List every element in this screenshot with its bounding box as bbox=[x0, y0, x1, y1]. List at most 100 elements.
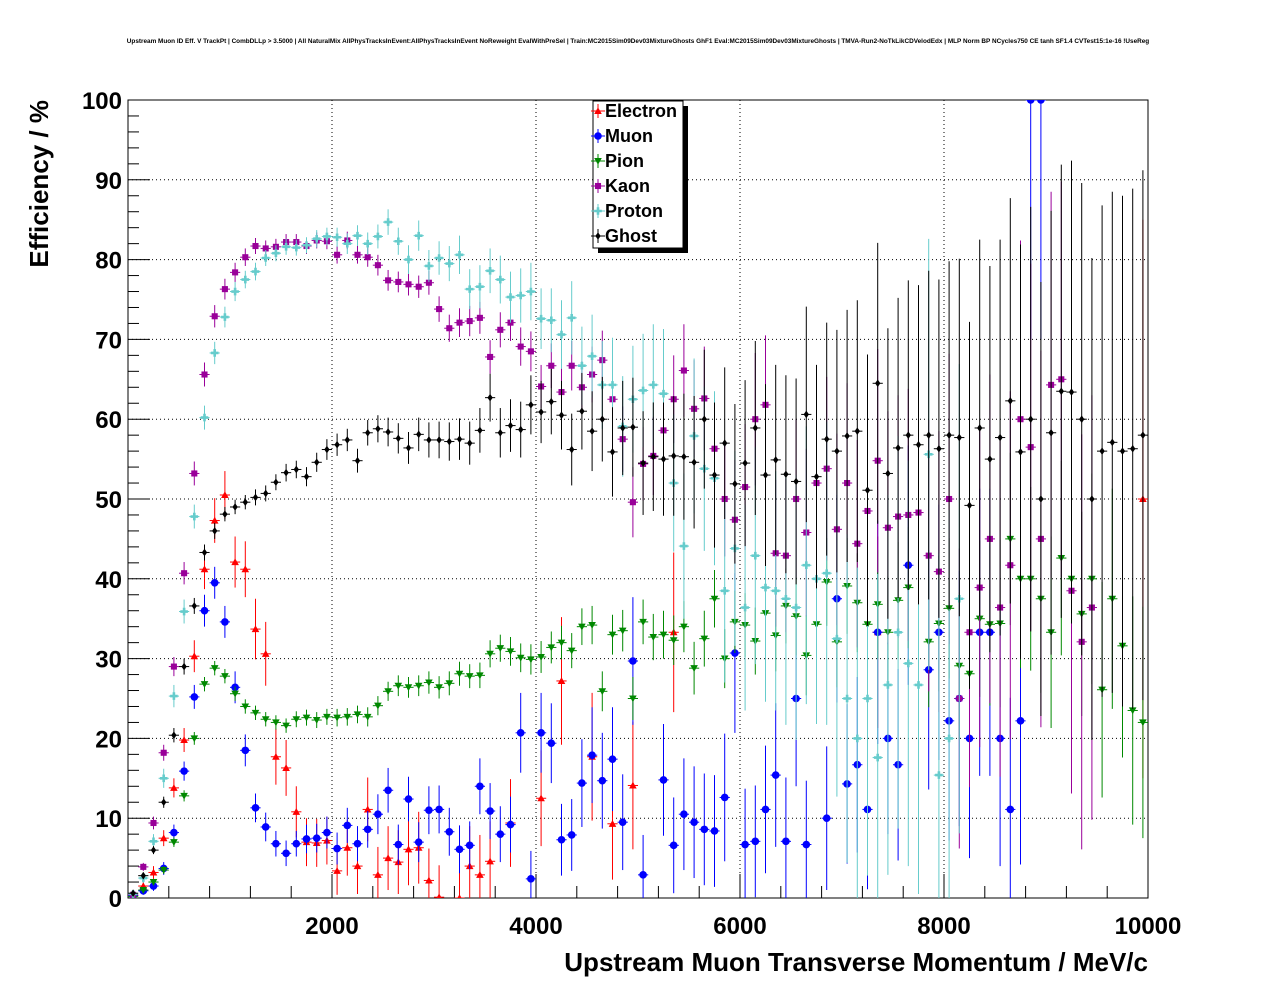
muon-point bbox=[179, 761, 190, 781]
muon-marker bbox=[282, 849, 290, 858]
proton-marker bbox=[567, 314, 576, 322]
kaon-marker bbox=[354, 251, 361, 258]
electron-marker bbox=[200, 565, 209, 573]
proton-point bbox=[219, 306, 230, 328]
proton-point bbox=[189, 504, 200, 529]
muon-marker bbox=[720, 793, 729, 802]
ghost-marker bbox=[1191, 403, 1196, 411]
proton-marker bbox=[904, 659, 913, 668]
pion-marker bbox=[578, 623, 586, 631]
muon-point bbox=[678, 758, 689, 871]
muon-marker bbox=[333, 844, 341, 853]
ghost-point bbox=[1035, 281, 1046, 717]
proton-marker bbox=[516, 291, 525, 300]
pion-point bbox=[158, 866, 169, 875]
ghost-marker bbox=[1130, 444, 1136, 453]
pion-point bbox=[434, 676, 445, 699]
ghost-point bbox=[1127, 188, 1138, 709]
pion-marker bbox=[414, 682, 423, 690]
pion-marker bbox=[465, 673, 474, 680]
ghost-point bbox=[607, 407, 618, 497]
kaon-point bbox=[138, 862, 149, 871]
muon-marker bbox=[465, 841, 474, 850]
pion-marker bbox=[149, 879, 158, 886]
proton-marker bbox=[537, 314, 545, 323]
pion-marker bbox=[557, 639, 566, 647]
muon-marker bbox=[516, 729, 525, 737]
proton-point bbox=[240, 270, 251, 289]
muon-marker bbox=[527, 875, 535, 883]
muon-point bbox=[485, 783, 496, 839]
muon-marker bbox=[782, 837, 790, 846]
proton-marker bbox=[720, 586, 729, 595]
pion-point bbox=[505, 637, 516, 666]
pion-point bbox=[342, 708, 353, 726]
muon-marker bbox=[761, 805, 770, 814]
muon-marker bbox=[190, 693, 199, 701]
ghost-marker bbox=[191, 602, 197, 610]
pion-point bbox=[362, 707, 373, 727]
ghost-point bbox=[352, 448, 363, 473]
pion-point bbox=[1168, 522, 1178, 761]
pion-marker bbox=[425, 679, 433, 687]
muon-marker bbox=[251, 804, 260, 812]
kaon-point bbox=[148, 816, 159, 830]
pion-marker bbox=[516, 654, 525, 662]
muon-point bbox=[505, 796, 516, 853]
kaon-marker bbox=[568, 362, 575, 369]
electron-marker bbox=[343, 843, 352, 851]
ghost-point bbox=[587, 391, 598, 472]
pion-point bbox=[454, 661, 465, 686]
pion-marker bbox=[598, 688, 607, 696]
legend-label-ghost: Ghost bbox=[605, 226, 657, 246]
pion-marker bbox=[292, 716, 301, 724]
electron-marker bbox=[537, 794, 545, 802]
pion-marker bbox=[629, 695, 637, 703]
pion-point bbox=[311, 712, 322, 729]
muon-point bbox=[199, 594, 210, 627]
legend-label-electron: Electron bbox=[605, 101, 677, 121]
pion-marker bbox=[394, 682, 403, 690]
electron-marker bbox=[149, 868, 158, 876]
ghost-point bbox=[821, 322, 832, 556]
proton-point bbox=[270, 245, 281, 262]
ghost-point bbox=[454, 418, 465, 460]
muon-point bbox=[658, 724, 669, 836]
ghost-marker bbox=[864, 486, 871, 495]
kaon-marker bbox=[415, 283, 422, 290]
proton-marker bbox=[659, 389, 668, 398]
proton-point bbox=[301, 237, 312, 254]
ghost-marker bbox=[977, 424, 983, 432]
pion-marker bbox=[700, 635, 709, 643]
electron-point bbox=[260, 621, 271, 686]
pion-marker bbox=[639, 618, 647, 626]
ghost-point bbox=[699, 349, 710, 489]
muon-marker bbox=[353, 839, 362, 848]
muon-point bbox=[260, 812, 271, 842]
kaon-marker bbox=[201, 371, 208, 378]
ghost-point bbox=[1086, 258, 1097, 740]
proton-point bbox=[260, 250, 271, 266]
electron-marker bbox=[557, 677, 566, 684]
kaon-point bbox=[485, 340, 496, 374]
plot-title: Upstream Muon ID Eff. V TrackPt | CombDL… bbox=[127, 38, 1149, 45]
kaon-point bbox=[495, 312, 506, 348]
ghost-marker bbox=[997, 433, 1003, 442]
proton-point bbox=[852, 567, 863, 898]
pion-point bbox=[372, 696, 383, 716]
pion-point bbox=[291, 711, 302, 728]
ghost-marker bbox=[1058, 387, 1064, 396]
kaon-point bbox=[250, 238, 261, 255]
ghost-marker bbox=[783, 470, 789, 479]
ghost-marker bbox=[609, 448, 616, 456]
electron-marker bbox=[221, 491, 229, 499]
ghost-marker bbox=[242, 498, 248, 506]
proton-marker bbox=[190, 512, 199, 521]
electron-marker bbox=[180, 736, 188, 744]
proton-point bbox=[332, 227, 343, 247]
proton-marker bbox=[353, 231, 362, 240]
proton-marker bbox=[486, 266, 494, 275]
ghost-point bbox=[270, 474, 281, 491]
pion-point bbox=[403, 676, 414, 698]
kaon-marker bbox=[150, 819, 157, 827]
